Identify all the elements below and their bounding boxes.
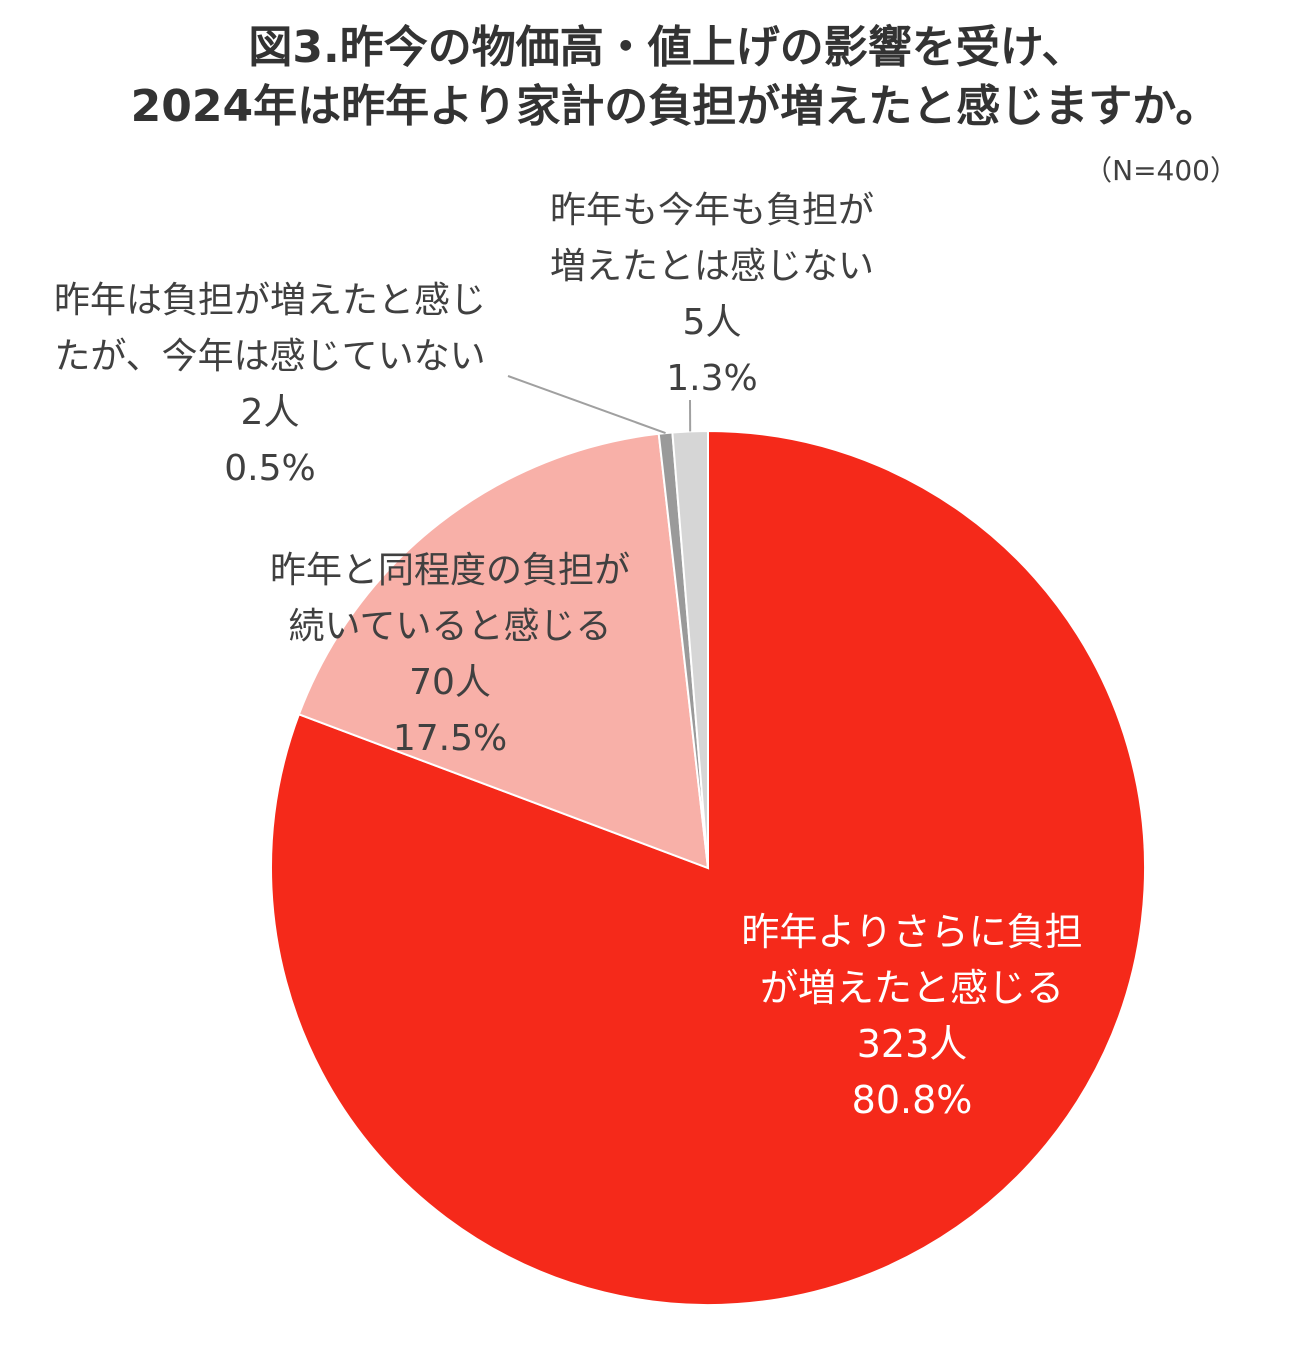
slice-3-count: 2人 — [241, 392, 300, 433]
slice-3-label-line-1: 昨年は負担が増えたと感じ — [54, 280, 486, 321]
leader-lines — [507, 375, 692, 435]
pie-slice-2 — [297, 432, 710, 870]
chart-title: 図3.昨今の物価高・値上げの影響を受け、 2024年は昨年より家計の負担が増えた… — [131, 22, 1220, 132]
slice-3-label-line-2: たが、今年は感じていない — [54, 336, 485, 377]
slice-4-percent: 1.3% — [666, 358, 757, 399]
slice-1-label-line-1: 昨年よりさらに負担 — [741, 910, 1082, 954]
chart-title-line-1: 図3.昨今の物価高・値上げの影響を受け、 — [248, 22, 1085, 73]
slice-2-percent: 17.5% — [393, 718, 507, 759]
pie-slices — [270, 429, 1146, 1306]
slice-1-percent: 80.8% — [852, 1078, 973, 1122]
leader-line-3 — [507, 375, 666, 435]
slice-2-label-line-1: 昨年と同程度の負担が — [270, 550, 630, 591]
sample-size-note: （N=400） — [1084, 154, 1238, 187]
slice-2-label-line-2: 続いていると感じる — [289, 606, 612, 647]
slice-2-count: 70人 — [409, 662, 491, 703]
slice-4-label-line-1: 昨年も今年も負担が — [550, 190, 874, 231]
chart-title-line-2: 2024年は昨年より家計の負担が増えたと感じますか。 — [131, 81, 1220, 132]
slice-1-count: 323人 — [857, 1022, 968, 1066]
slice-3-percent: 0.5% — [224, 448, 315, 489]
pie-slice-1 — [270, 429, 1146, 1306]
slice-4-label-line-2: 増えたとは感じない — [550, 246, 874, 287]
slice-4-count: 5人 — [683, 302, 742, 343]
slice-1-label-line-2: が増えたと感じる — [760, 966, 1064, 1010]
